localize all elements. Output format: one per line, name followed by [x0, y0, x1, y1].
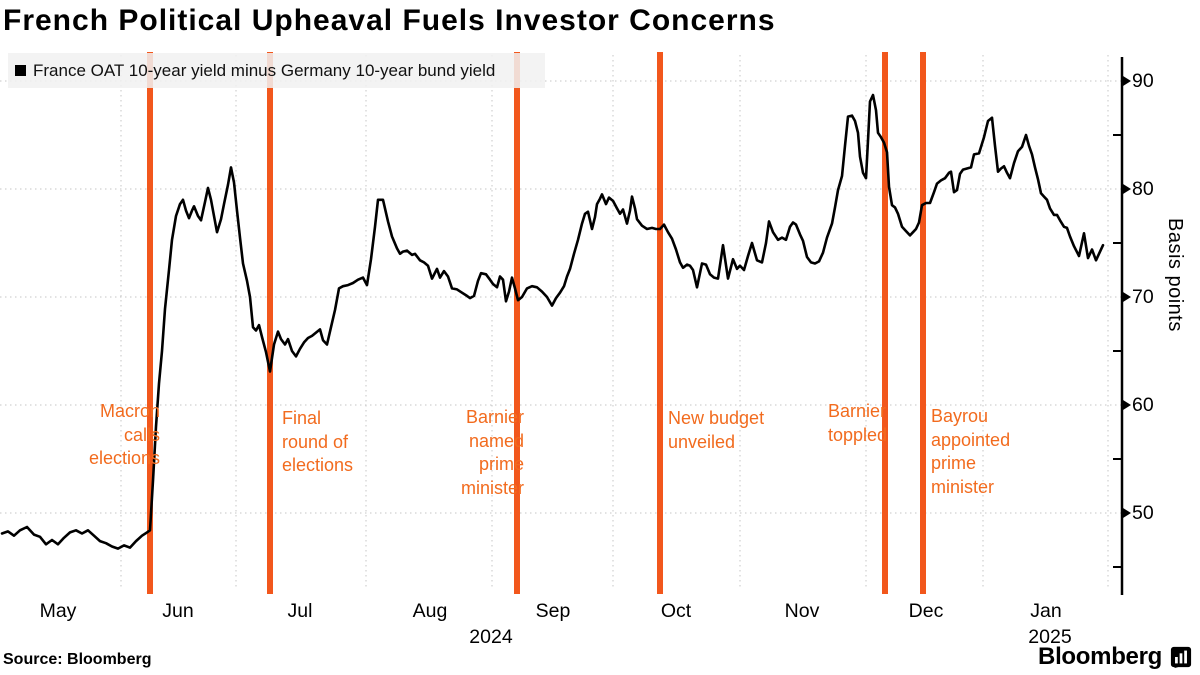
month-label: May: [39, 600, 77, 622]
major-tick-arrow-icon: [1123, 400, 1131, 410]
month-label: Jan: [1030, 600, 1062, 622]
month-label: Oct: [660, 600, 692, 622]
year-label: 2025: [1028, 626, 1072, 648]
y-tick-label: 90: [1132, 70, 1154, 92]
page-title: French Political Upheaval Fuels Investor…: [3, 4, 776, 37]
legend-label: France OAT 10-year yield minus Germany 1…: [33, 60, 496, 80]
bloomberg-logo: Bloomberg: [1038, 643, 1192, 671]
event-annotation: New budget unveiled: [668, 408, 765, 452]
legend-swatch-icon: [15, 65, 26, 76]
y-tick-label: 50: [1132, 502, 1154, 524]
event-annotation: Barnier toppled: [828, 401, 888, 445]
y-tick-label: 60: [1132, 394, 1154, 416]
source-label: Source: Bloomberg: [3, 651, 152, 668]
bloomberg-terminal-icon: [1170, 646, 1192, 668]
major-tick-arrow-icon: [1123, 292, 1131, 302]
major-tick-arrow-icon: [1123, 184, 1131, 194]
chart-legend: France OAT 10-year yield minus Germany 1…: [8, 53, 545, 88]
month-label: Jul: [287, 600, 313, 622]
month-label: Dec: [908, 600, 944, 622]
y-tick-label: 80: [1132, 178, 1154, 200]
series-line: [0, 93, 1105, 550]
month-label: Jun: [162, 600, 194, 622]
major-tick-arrow-icon: [1123, 76, 1131, 86]
y-tick-label: 70: [1132, 286, 1154, 308]
month-label: Sep: [535, 600, 571, 622]
event-annotation: Barnier named prime minister: [460, 407, 524, 498]
year-label: 2024: [469, 626, 513, 648]
month-label: Aug: [412, 600, 448, 622]
bloomberg-wordmark: Bloomberg: [1038, 643, 1162, 670]
month-label: Nov: [784, 600, 820, 622]
major-tick-arrow-icon: [1123, 508, 1131, 518]
event-annotation: Final round of elections: [282, 408, 354, 475]
event-annotation: Bayrou appointed prime minister: [931, 406, 1011, 497]
event-annotation: Macron calls elections: [88, 401, 160, 468]
y-axis-title: Basis points: [1164, 218, 1186, 332]
